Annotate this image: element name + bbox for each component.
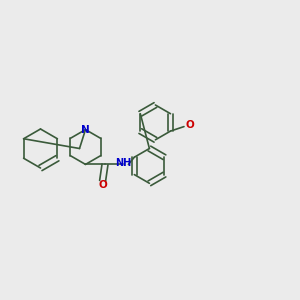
Text: O: O [186, 120, 194, 130]
Text: O: O [98, 179, 107, 190]
Text: NH: NH [116, 158, 132, 169]
Text: N: N [81, 124, 90, 135]
